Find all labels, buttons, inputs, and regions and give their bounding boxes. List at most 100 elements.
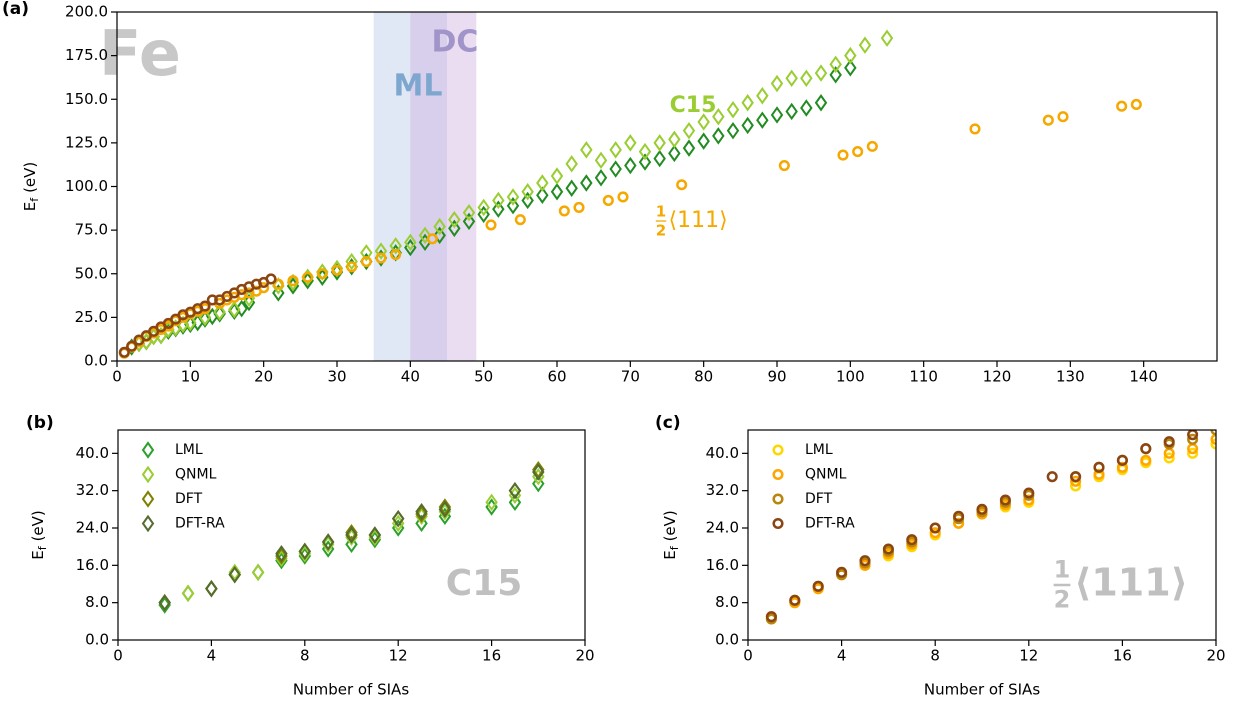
annotation: DC bbox=[432, 25, 479, 60]
data-point bbox=[697, 113, 710, 131]
y-tick-label: 40.0 bbox=[706, 444, 739, 462]
y-tick-label: 200.0 bbox=[65, 3, 108, 21]
data-point bbox=[374, 242, 388, 260]
data-point bbox=[770, 74, 784, 93]
data-point bbox=[272, 284, 285, 302]
y-label-main: E bbox=[661, 550, 679, 559]
x-axis-label: Number of SIAs bbox=[924, 681, 1040, 699]
data-point bbox=[1212, 430, 1216, 431]
y-label-unit: (eV) bbox=[21, 162, 39, 193]
data-point bbox=[800, 99, 813, 117]
data-point bbox=[345, 523, 358, 542]
data-point bbox=[485, 498, 498, 516]
data-point bbox=[506, 188, 520, 206]
annotation: ML bbox=[394, 69, 443, 104]
data-point bbox=[448, 210, 461, 229]
data-point bbox=[415, 505, 428, 523]
y-tick-label: 100.0 bbox=[65, 177, 108, 195]
data-point bbox=[275, 547, 288, 565]
data-point bbox=[668, 130, 681, 149]
data-point bbox=[298, 542, 312, 561]
data-point bbox=[844, 59, 857, 77]
axes-frame bbox=[747, 429, 1217, 641]
data-point bbox=[532, 474, 545, 493]
data-point bbox=[345, 252, 358, 271]
data-point bbox=[360, 244, 373, 262]
y-tick-label: 40.0 bbox=[76, 444, 109, 462]
data-point bbox=[573, 201, 585, 213]
data-point bbox=[404, 233, 417, 252]
x-tick-label: 50 bbox=[474, 368, 493, 386]
data-point bbox=[953, 517, 965, 529]
y-tick-label: 16.0 bbox=[76, 556, 109, 574]
x-tick-label: 12 bbox=[1019, 647, 1038, 665]
legend-marker bbox=[772, 517, 784, 530]
data-point bbox=[331, 264, 343, 276]
data-point bbox=[1023, 494, 1035, 506]
data-point bbox=[1070, 475, 1082, 487]
data-point bbox=[741, 116, 754, 135]
data-point bbox=[594, 169, 608, 187]
data-point bbox=[756, 87, 769, 105]
y-tick-label: 0.0 bbox=[715, 631, 739, 649]
panel-label: (a) bbox=[2, 0, 29, 19]
data-point bbox=[602, 194, 614, 207]
legend-label: DFT bbox=[805, 491, 833, 507]
annotation: Fe bbox=[99, 17, 181, 90]
data-point bbox=[228, 565, 241, 584]
data-point bbox=[228, 563, 241, 582]
x-tick-label: 20 bbox=[254, 368, 273, 386]
data-point bbox=[906, 534, 918, 546]
data-point bbox=[653, 134, 666, 152]
y-axis-label: Ef (eV) bbox=[661, 510, 682, 560]
data-point bbox=[298, 544, 312, 563]
x-tick-label: 16 bbox=[482, 647, 501, 665]
data-point bbox=[508, 481, 522, 500]
data-point bbox=[814, 64, 828, 82]
data-point bbox=[999, 494, 1011, 506]
data-point bbox=[814, 94, 828, 112]
data-point bbox=[492, 200, 505, 218]
panel-label: (b) bbox=[26, 413, 54, 433]
data-point bbox=[676, 179, 688, 191]
y-tick-label: 0.0 bbox=[85, 631, 109, 649]
data-point bbox=[1140, 454, 1152, 466]
data-point bbox=[812, 580, 824, 592]
x-tick-label: 110 bbox=[909, 368, 938, 386]
y-label-sub: f bbox=[36, 545, 49, 550]
data-point bbox=[477, 205, 490, 224]
data-point bbox=[536, 174, 549, 192]
data-point bbox=[1116, 454, 1128, 466]
y-label-unit: (eV) bbox=[29, 510, 47, 541]
data-point bbox=[1046, 471, 1058, 483]
data-point bbox=[275, 544, 288, 563]
data-point bbox=[829, 66, 842, 84]
data-point bbox=[508, 493, 522, 512]
data-point bbox=[228, 300, 241, 319]
x-tick-label: 60 bbox=[547, 368, 566, 386]
data-point bbox=[316, 268, 328, 280]
x-tick-label: 0 bbox=[112, 368, 122, 386]
data-point bbox=[448, 219, 461, 238]
plot-area bbox=[118, 12, 1142, 361]
x-tick-label: 20 bbox=[575, 647, 594, 665]
data-point bbox=[756, 111, 769, 129]
data-point bbox=[158, 593, 171, 612]
data-point bbox=[158, 596, 171, 614]
y-tick-label: 16.0 bbox=[706, 556, 739, 574]
x-tick-label: 100 bbox=[836, 368, 865, 386]
data-point bbox=[712, 127, 725, 145]
data-point bbox=[1057, 111, 1069, 123]
y-tick-label: 8.0 bbox=[85, 593, 109, 611]
annotation: C15 bbox=[446, 563, 523, 604]
data-point bbox=[391, 509, 405, 528]
data-point bbox=[697, 132, 710, 150]
plot-area bbox=[158, 460, 545, 614]
data-point bbox=[638, 153, 652, 171]
data-point bbox=[389, 237, 402, 255]
data-point bbox=[514, 214, 526, 226]
data-point bbox=[1130, 98, 1142, 111]
fraction-denominator: 2 bbox=[1054, 586, 1071, 614]
data-point bbox=[866, 140, 878, 152]
